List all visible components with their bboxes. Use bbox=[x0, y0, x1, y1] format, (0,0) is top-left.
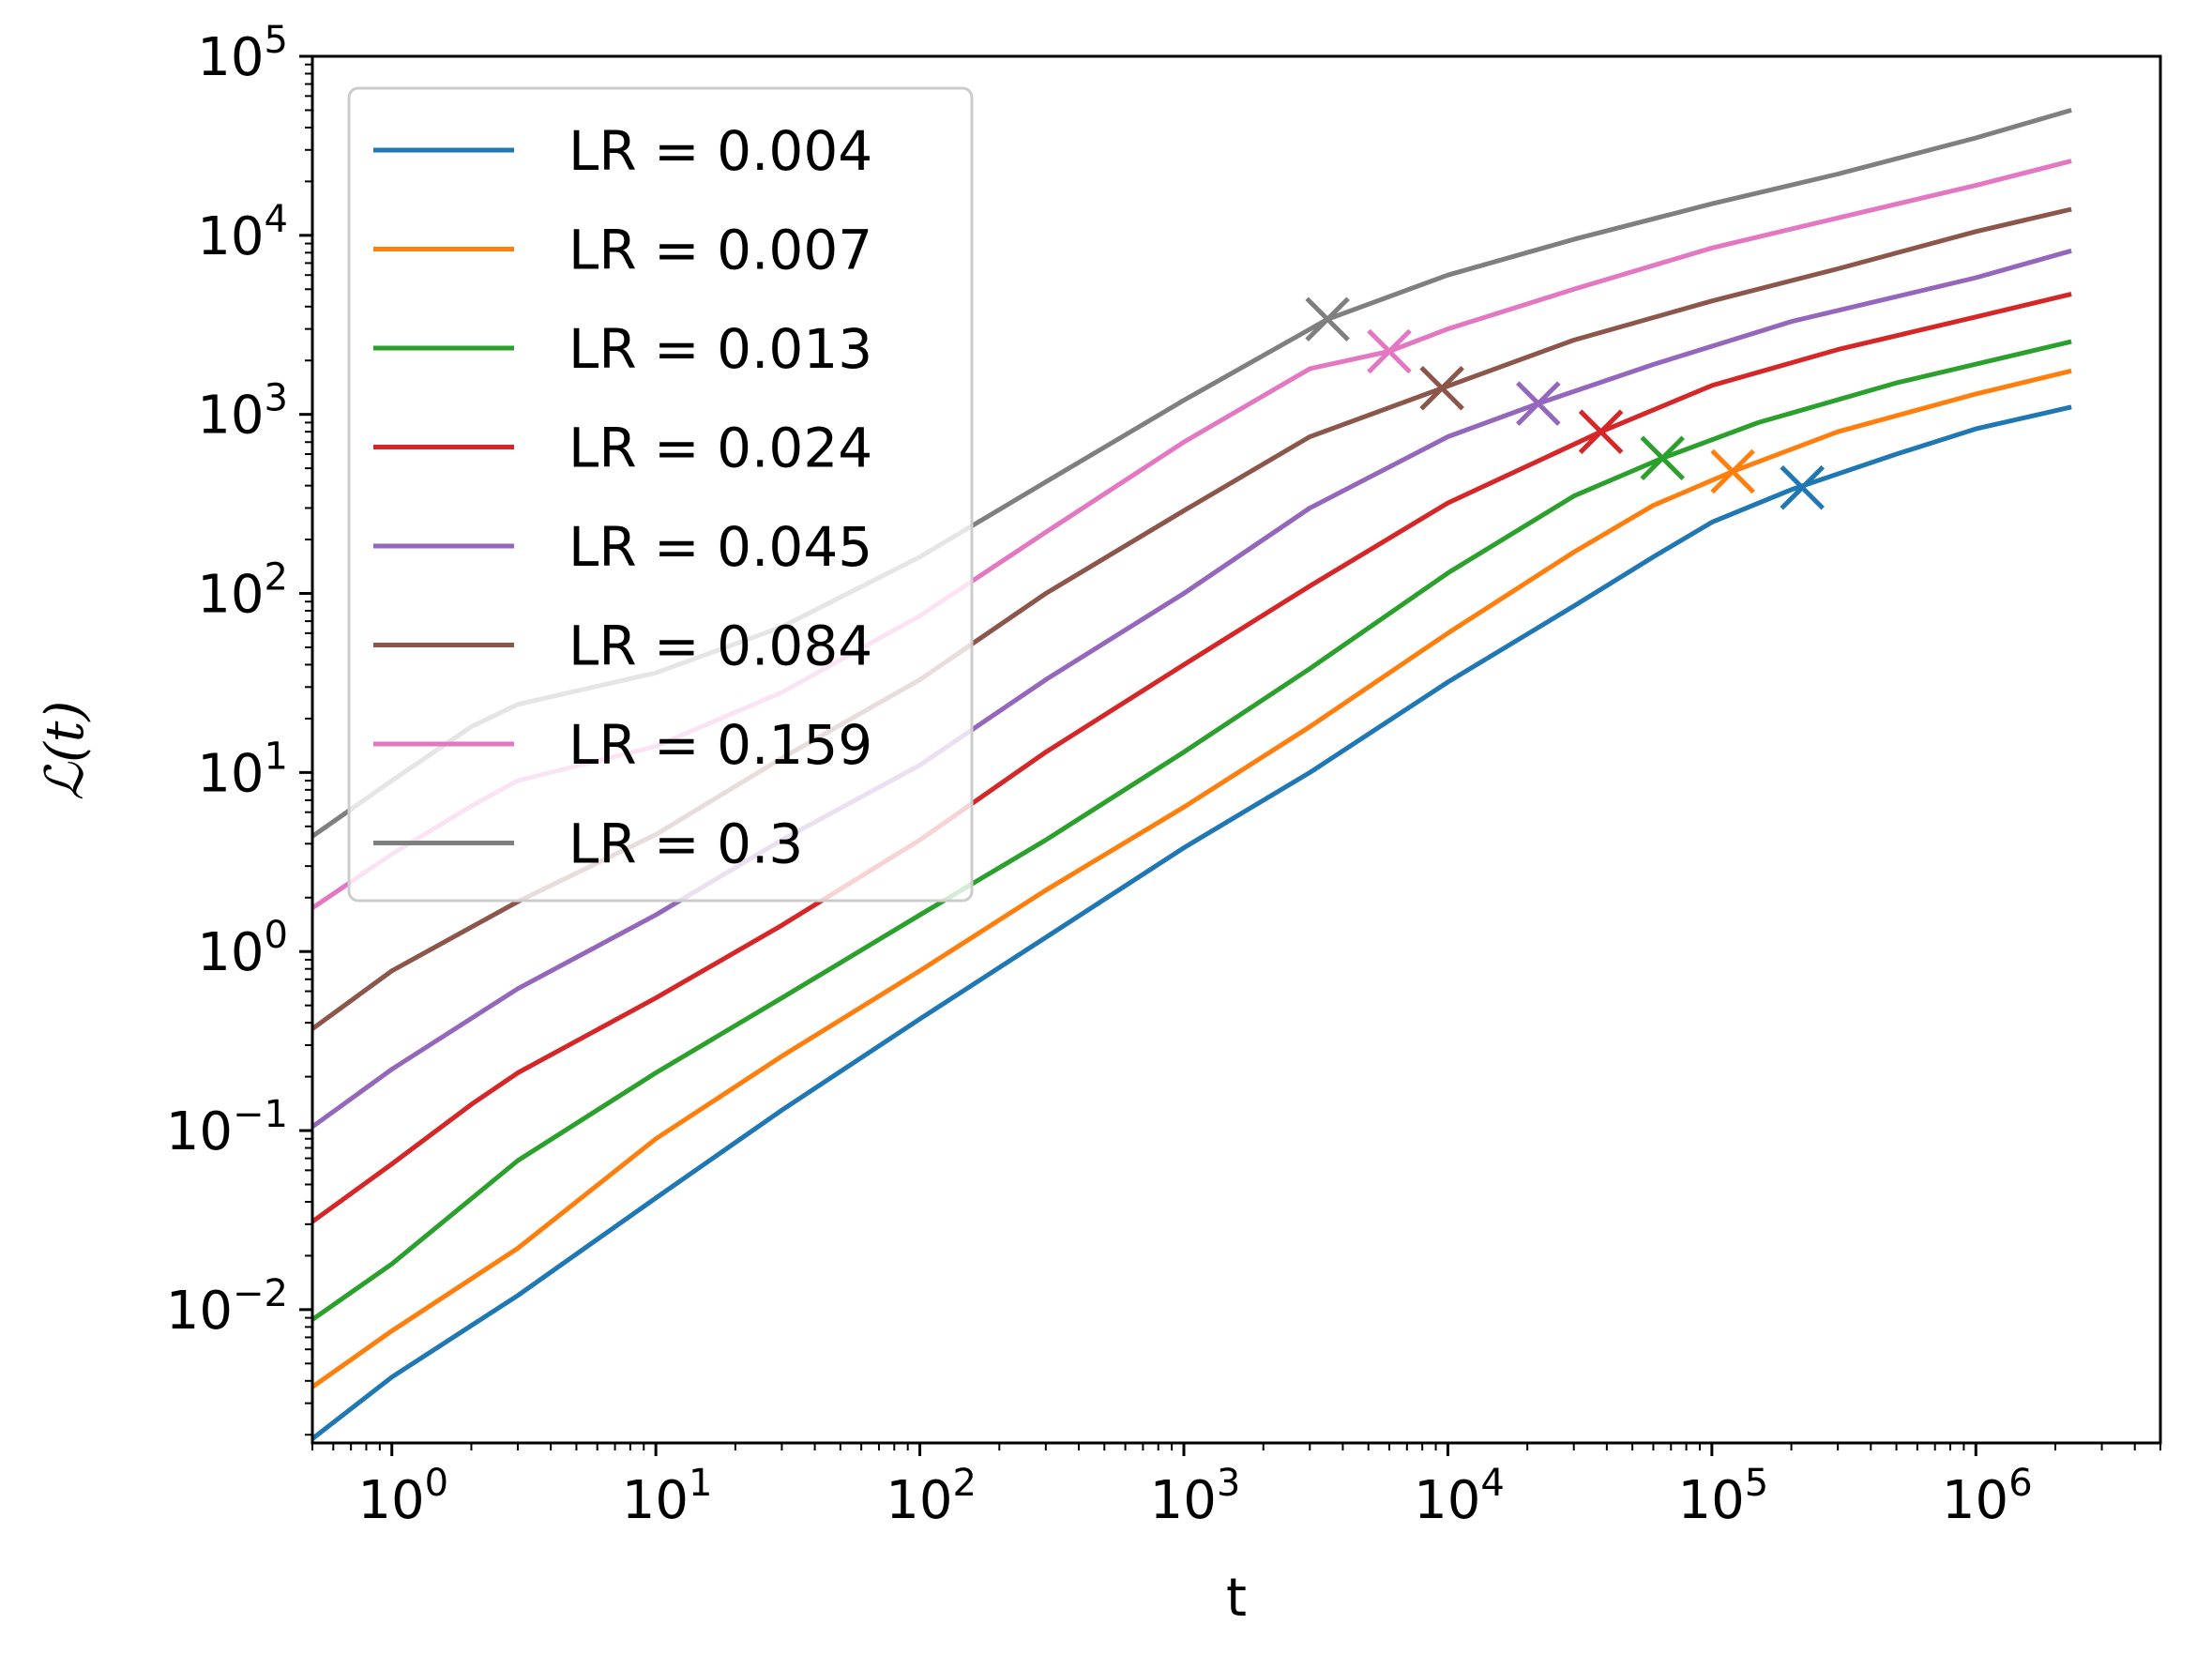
series-marker-0 bbox=[1780, 464, 1825, 510]
y-tick-label: 103 bbox=[197, 377, 288, 447]
series-line-1 bbox=[311, 368, 2072, 1389]
y-tick-label: 10−2 bbox=[166, 1272, 288, 1342]
legend-box bbox=[347, 86, 974, 903]
marker-layer bbox=[1305, 296, 1825, 510]
series-line-3 bbox=[311, 291, 2072, 1224]
x-tick-label: 103 bbox=[1150, 1462, 1241, 1531]
series-marker-5 bbox=[1419, 366, 1464, 411]
series-marker-2 bbox=[1640, 435, 1685, 481]
y-tick-label: 105 bbox=[197, 19, 288, 88]
y-tick-label: 101 bbox=[197, 735, 288, 804]
x-tick-label: 104 bbox=[1414, 1462, 1505, 1531]
series-marker-4 bbox=[1516, 381, 1561, 426]
series-marker-6 bbox=[1367, 328, 1412, 374]
series-line-4 bbox=[311, 248, 2072, 1130]
legend-label-7: LR = 0.3 bbox=[568, 812, 803, 876]
legend-label-5: LR = 0.084 bbox=[568, 615, 872, 678]
x-tick-label: 105 bbox=[1678, 1462, 1769, 1531]
x-tick-label: 101 bbox=[622, 1462, 713, 1531]
series-line-2 bbox=[311, 339, 2072, 1322]
series-marker-7 bbox=[1305, 296, 1350, 342]
series-marker-1 bbox=[1710, 448, 1755, 494]
y-tick-label: 10−1 bbox=[166, 1093, 288, 1162]
y-tick-label: 102 bbox=[197, 556, 288, 626]
y-tick-label: 100 bbox=[197, 914, 288, 983]
legend-label-6: LR = 0.159 bbox=[568, 713, 872, 777]
x-tick-label: 100 bbox=[357, 1462, 448, 1531]
tick-layer bbox=[299, 54, 2161, 1456]
legend-label-3: LR = 0.024 bbox=[568, 417, 872, 480]
legend-label-0: LR = 0.004 bbox=[568, 119, 872, 183]
legend: LR = 0.004 LR = 0.007 LR = 0.013 LR = 0.024… bbox=[347, 86, 974, 903]
y-axis-label: ℒ(t) bbox=[35, 701, 96, 801]
series-marker-3 bbox=[1578, 409, 1624, 454]
x-axis-label: t bbox=[1226, 1568, 1247, 1629]
plot-frame bbox=[311, 54, 2162, 1445]
x-tick-label: 102 bbox=[886, 1462, 977, 1531]
series-line-0 bbox=[311, 404, 2072, 1441]
legend-label-2: LR = 0.013 bbox=[568, 317, 872, 381]
legend-label-4: LR = 0.045 bbox=[568, 515, 872, 579]
legend-label-1: LR = 0.007 bbox=[568, 219, 872, 282]
y-tick-label: 104 bbox=[197, 198, 288, 267]
ticklabel-layer: 100 101 102 103 104 105 106 10−2 10−1 100 101 102 10… bbox=[166, 19, 2033, 1531]
x-tick-label: 106 bbox=[1942, 1462, 2033, 1531]
